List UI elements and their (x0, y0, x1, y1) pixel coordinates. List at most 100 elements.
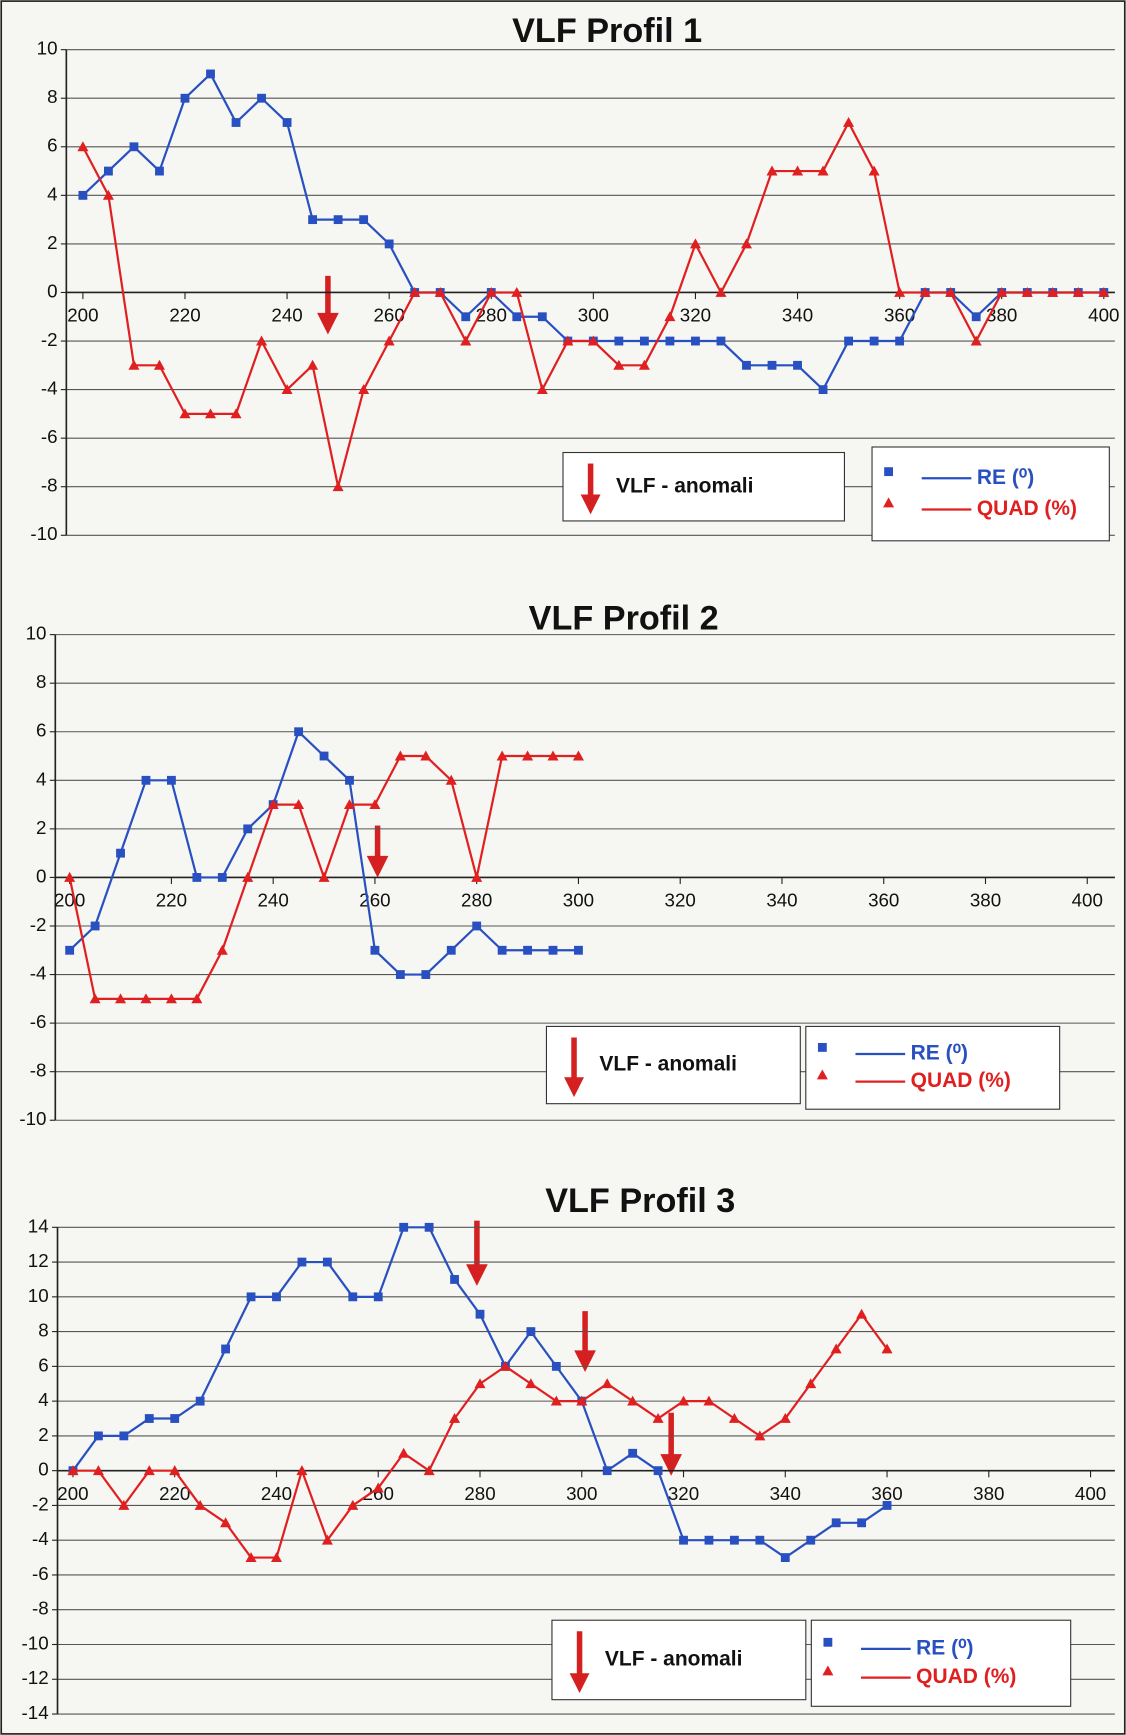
data-point (141, 775, 151, 785)
data-point (499, 1360, 511, 1371)
y-tick-label: 8 (47, 86, 57, 107)
data-point (119, 1431, 129, 1441)
y-tick-label: 6 (47, 135, 57, 156)
data-point (548, 945, 558, 955)
data-point (322, 1257, 332, 1267)
x-tick-label: 300 (563, 890, 594, 911)
x-tick-label: 240 (261, 1483, 292, 1504)
y-tick-label: -10 (30, 523, 57, 544)
x-tick-label: 340 (782, 305, 813, 326)
x-tick-label: 240 (271, 305, 302, 326)
data-point (169, 1465, 181, 1476)
chart-title: VLF Profil 1 (512, 12, 702, 50)
data-point (767, 360, 777, 370)
data-point (523, 945, 532, 955)
y-tick-label: -8 (30, 1060, 47, 1081)
series-line (68, 729, 579, 976)
legend-label: RE (⁰) (916, 1636, 973, 1659)
data-point (383, 335, 395, 346)
data-point (358, 384, 370, 395)
data-point (116, 848, 125, 858)
data-point (970, 335, 982, 346)
data-point (89, 993, 101, 1004)
legend-label: QUAD (%) (911, 1069, 1011, 1092)
data-point (628, 1448, 638, 1458)
data-point (537, 312, 547, 322)
data-point (140, 993, 152, 1004)
data-point (445, 774, 457, 785)
legend-marker (823, 1637, 833, 1647)
data-point (257, 93, 266, 103)
data-point (246, 1292, 256, 1302)
data-point (550, 1395, 562, 1406)
data-point (104, 166, 113, 176)
data-point (345, 775, 354, 785)
data-point (587, 335, 599, 346)
x-tick-label: 280 (464, 1483, 495, 1504)
data-point (293, 799, 305, 810)
data-point (78, 190, 88, 200)
data-point (601, 1378, 613, 1389)
data-point (434, 286, 446, 297)
y-tick-label: 2 (38, 1424, 48, 1445)
data-point (399, 1222, 409, 1232)
data-point (639, 336, 649, 346)
y-tick-label: -6 (30, 1011, 47, 1032)
data-point (421, 970, 431, 979)
x-tick-label: 360 (884, 305, 915, 326)
data-point (678, 1395, 690, 1406)
data-point (919, 286, 931, 297)
y-tick-label: -8 (32, 1598, 49, 1619)
data-point (536, 384, 548, 395)
data-point (496, 750, 508, 761)
x-tick-label: 340 (770, 1483, 801, 1504)
x-tick-label: 220 (159, 1483, 190, 1504)
y-tick-label: -10 (22, 1632, 49, 1653)
data-point (446, 945, 456, 955)
data-point (282, 118, 292, 127)
x-tick-label: 400 (1075, 1483, 1106, 1504)
data-point (792, 165, 804, 176)
data-point (653, 1466, 663, 1476)
data-point (143, 1465, 155, 1476)
annotation-arrow-head (569, 1673, 590, 1694)
y-tick-label: 6 (38, 1354, 48, 1375)
data-point (372, 1482, 384, 1493)
data-point (679, 1535, 688, 1545)
data-point (843, 116, 855, 127)
data-point (373, 1292, 383, 1302)
data-point (805, 1378, 817, 1389)
x-tick-label: 240 (258, 890, 289, 911)
x-tick-label: 380 (973, 1483, 1004, 1504)
x-tick-label: 380 (986, 305, 1017, 326)
y-tick-label: 0 (47, 280, 57, 301)
x-tick-label: 380 (970, 890, 1001, 911)
data-point (179, 408, 191, 419)
data-point (297, 1257, 307, 1267)
arrow-head (660, 1454, 682, 1476)
data-point (576, 1395, 588, 1406)
data-point (144, 1414, 154, 1423)
data-point (449, 1412, 461, 1423)
data-point (194, 1499, 206, 1510)
arrow-head (466, 1264, 488, 1286)
data-point (638, 359, 650, 370)
legend-label: QUAD (%) (916, 1665, 1016, 1688)
data-point (868, 165, 880, 176)
data-point (230, 408, 242, 419)
data-point (703, 1395, 715, 1406)
annotation-box (545, 1025, 801, 1105)
data-point (881, 1343, 893, 1354)
x-tick-label: 200 (57, 1483, 88, 1504)
data-point (348, 1292, 358, 1302)
legend-marker (884, 467, 894, 477)
data-point (485, 286, 497, 297)
data-point (281, 384, 293, 395)
data-point (77, 141, 89, 152)
data-point (715, 286, 727, 297)
data-point (497, 945, 507, 955)
data-point (522, 750, 534, 761)
data-point (343, 799, 356, 810)
